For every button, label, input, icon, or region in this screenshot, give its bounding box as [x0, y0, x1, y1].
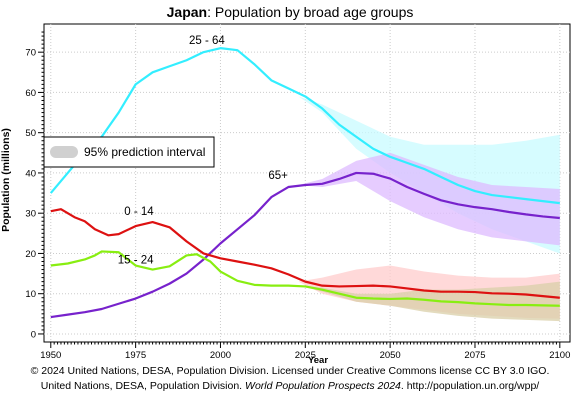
- series-label: 25 - 64: [189, 35, 225, 47]
- series-label: 0 - 14: [124, 206, 154, 218]
- x-axis-label: Year: [308, 355, 328, 365]
- prediction-bands: [298, 96, 560, 322]
- plot-frame: [43, 23, 571, 343]
- citation-suffix: . http://population.un.org/wpp/: [400, 380, 540, 392]
- x-tick-label: 2075: [464, 350, 485, 361]
- x-tick-label: 2050: [380, 350, 401, 361]
- prediction-band-1524: [298, 281, 560, 322]
- series-label: 65+: [268, 170, 288, 182]
- y-tick-label: 20: [25, 249, 36, 260]
- citation-line: United Nations, DESA, Population Divisio…: [0, 380, 580, 392]
- y-tick-label: 40: [25, 168, 36, 179]
- series-lines: [49, 47, 560, 319]
- copyright-line: © 2024 United Nations, DESA, Population …: [30, 365, 550, 377]
- citation-prefix: United Nations, DESA, Population Divisio…: [40, 380, 246, 392]
- y-tick-label: 50: [25, 128, 36, 139]
- series-line-1524: [50, 250, 560, 307]
- y-tick-label: 10: [25, 289, 36, 300]
- x-tick-label: 2025: [295, 350, 316, 361]
- y-tick-label: 0: [31, 329, 36, 340]
- x-tick-label: 2100: [549, 350, 570, 361]
- y-axis-label: Population (millions): [0, 128, 12, 232]
- chart-title-rest: : Population by broad age groups: [207, 4, 413, 20]
- prediction-band-65+: [298, 152, 560, 246]
- chart-title: Japan: Population by broad age groups: [167, 4, 414, 20]
- population-chart: Japan: Population by broad age groups 25…: [0, 4, 571, 365]
- series-labels: 25 - 64 65+ 0 - 14 15 - 24: [118, 35, 288, 266]
- series-label: 15 - 24: [118, 255, 154, 267]
- legend-label: 95% prediction interval: [84, 145, 205, 159]
- chart-title-country: Japan: [167, 4, 207, 20]
- citation-title: World Population Prospects 2024: [245, 380, 401, 392]
- y-tick-label: 60: [25, 88, 36, 99]
- legend-swatch: [50, 146, 78, 158]
- axes: 1950 1975 2000 2025 2050 2075 2100 0 10 20 30 40 50 6…: [25, 31, 570, 361]
- x-tick-label: 1975: [125, 350, 146, 361]
- series-line-014: [50, 208, 560, 299]
- x-tick-label: 2000: [210, 350, 231, 361]
- y-tick-label: 30: [25, 209, 36, 220]
- series-line-65+: [50, 171, 560, 319]
- series-line-2564: [49, 47, 560, 205]
- legend: 95% prediction interval: [43, 136, 215, 168]
- y-tick-label: 70: [25, 48, 36, 59]
- x-tick-label: 1950: [40, 350, 61, 361]
